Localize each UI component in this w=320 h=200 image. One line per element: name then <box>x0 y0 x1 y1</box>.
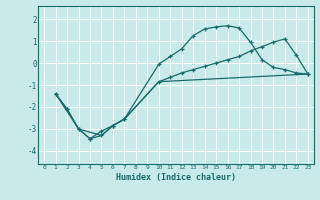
X-axis label: Humidex (Indice chaleur): Humidex (Indice chaleur) <box>116 173 236 182</box>
